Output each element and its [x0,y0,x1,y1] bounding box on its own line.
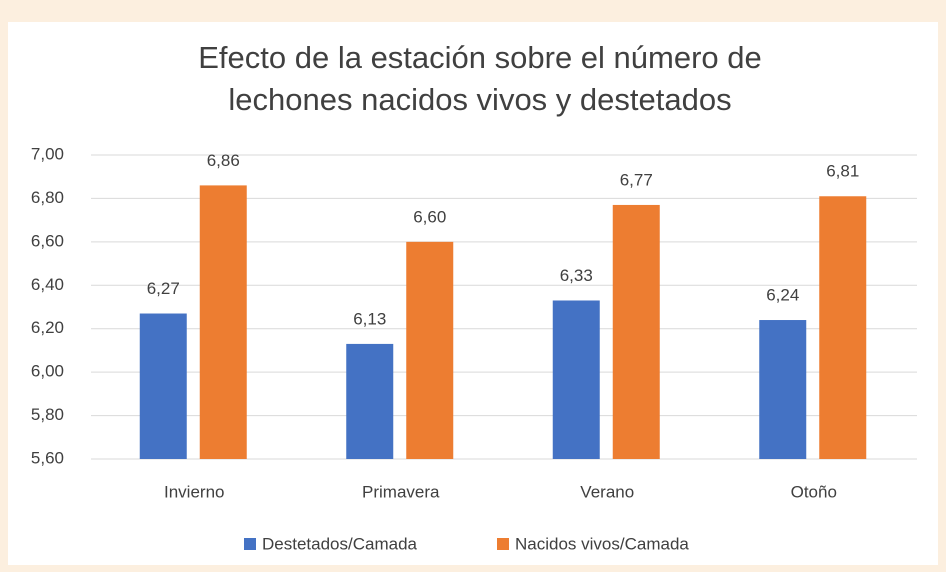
chart-panel [8,22,938,565]
bar [406,241,454,459]
y-tick-label: 5,80 [31,405,64,424]
y-tick-label: 6,60 [31,231,64,250]
y-tick-label: 6,20 [31,318,64,337]
data-label: 6,27 [147,279,180,298]
data-label: 6,81 [826,162,859,181]
bar [552,300,600,459]
x-tick-label: Primavera [362,482,440,501]
x-tick-label: Otoño [791,482,837,501]
chart-title: lechones nacidos vivos y destetados [228,82,731,117]
legend-swatch [244,538,256,550]
bar [199,185,247,459]
chart-title: Efecto de la estación sobre el número de [198,40,762,75]
data-label: 6,77 [620,170,653,189]
x-tick-label: Invierno [164,482,224,501]
legend-label: Nacidos vivos/Camada [515,534,689,553]
legend-swatch [497,538,509,550]
data-label: 6,86 [207,151,240,170]
bar [759,320,807,459]
legend-label: Destetados/Camada [262,534,418,553]
data-label: 6,33 [560,266,593,285]
bar [612,204,660,459]
data-label: 6,13 [353,309,386,328]
bar [819,196,867,459]
bar [346,343,394,459]
data-label: 6,24 [766,286,799,305]
y-tick-label: 6,40 [31,275,64,294]
y-tick-label: 6,80 [31,188,64,207]
x-tick-label: Verano [580,482,634,501]
y-tick-label: 5,60 [31,448,64,467]
y-tick-label: 7,00 [31,144,64,163]
bar [139,313,187,459]
data-label: 6,60 [413,207,446,226]
y-tick-label: 6,00 [31,362,64,381]
